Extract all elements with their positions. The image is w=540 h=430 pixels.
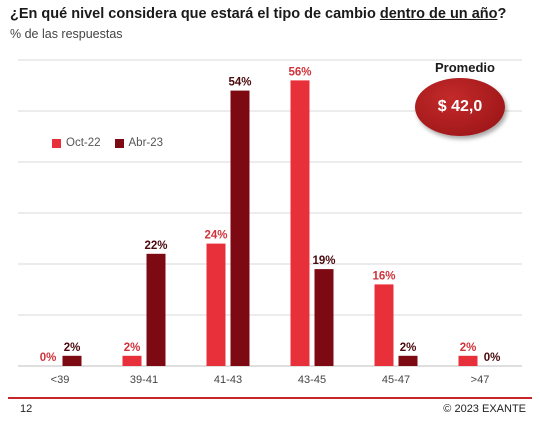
legend: Oct-22 Abr-23 — [52, 137, 177, 149]
x-tick-label: 43-45 — [298, 374, 326, 386]
bar-oct22-4 — [374, 284, 394, 366]
title-underlined: dentro de un año — [379, 6, 498, 22]
footer-divider — [8, 397, 532, 399]
data-label-oct22-0: 0% — [40, 352, 57, 364]
bar-abr23-3 — [314, 269, 334, 366]
legend-label-oct22: Oct-22 — [66, 137, 101, 149]
x-tick-labels: <39 39-41 41-43 43-45 45-47 >47 — [51, 374, 490, 386]
bars — [62, 80, 478, 367]
legend-item-oct22: Oct-22 — [52, 137, 101, 149]
bar-oct22-5 — [458, 355, 478, 366]
x-tick-label: >47 — [471, 374, 490, 386]
data-label-oct22-2: 24% — [204, 230, 227, 242]
promedio-value: $ 42,0 — [437, 98, 483, 115]
legend-item-abr23: Abr-23 — [114, 137, 164, 149]
x-tick-label: <39 — [51, 374, 70, 386]
promedio-label: Promedio — [435, 60, 495, 75]
x-tick-label: 41-43 — [214, 374, 242, 386]
bar-oct22-3 — [290, 80, 310, 367]
chart-title: ¿En qué nivel considera que estará el ti… — [10, 6, 506, 22]
data-label-oct22-3: 56% — [288, 66, 311, 78]
data-label-abr23-5: 0% — [484, 352, 501, 364]
legend-swatch-oct22 — [52, 138, 61, 148]
legend-swatch-abr23 — [114, 138, 124, 148]
page-number: 12 — [20, 403, 33, 415]
x-tick-label: 39-41 — [130, 374, 158, 386]
bar-abr23-4 — [398, 355, 418, 366]
title-suffix: ? — [497, 6, 507, 22]
data-label-abr23-1: 22% — [144, 240, 167, 252]
bar-oct22-2 — [206, 243, 226, 366]
data-label-oct22-5: 2% — [460, 342, 477, 354]
chart-subtitle: % de las respuestas — [10, 27, 123, 41]
bar-abr23-2 — [230, 90, 250, 366]
data-label-abr23-3: 19% — [312, 255, 335, 267]
data-labels: 0% 2% 2% 22% 24% 54% 56% 19% 16% 2% 2% 0% — [40, 66, 501, 364]
data-label-oct22-4: 16% — [372, 270, 395, 282]
data-label-abr23-2: 54% — [228, 77, 251, 89]
bar-abr23-0 — [62, 355, 82, 366]
data-label-oct22-1: 2% — [124, 342, 141, 354]
promedio-badge: $ 42,0 — [415, 78, 505, 136]
bar-oct22-1 — [122, 355, 142, 366]
data-label-abr23-4: 2% — [400, 342, 417, 354]
bar-abr23-1 — [146, 253, 166, 366]
title-prefix: ¿En qué nivel considera que estará el ti… — [10, 6, 380, 22]
copyright: © 2023 EXANTE — [443, 403, 526, 415]
x-tick-label: 45-47 — [382, 374, 410, 386]
data-label-abr23-0: 2% — [64, 342, 81, 354]
legend-label-abr23: Abr-23 — [128, 137, 164, 149]
